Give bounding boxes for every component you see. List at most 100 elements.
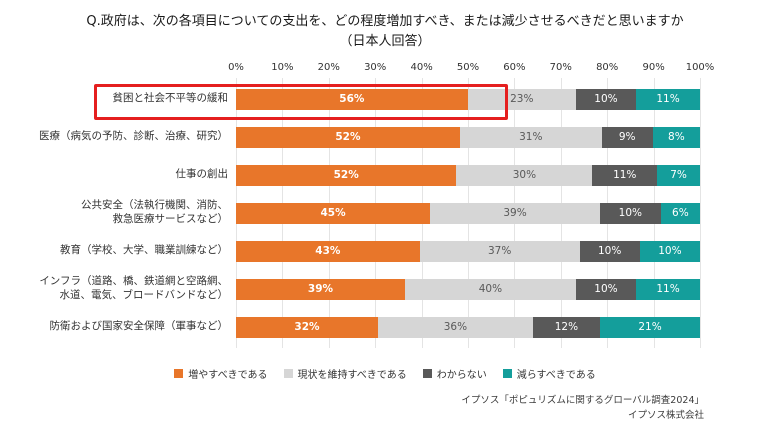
bar-value-label: 56% xyxy=(339,93,365,105)
bar-value-label: 11% xyxy=(656,93,680,105)
bar-value-label: 8% xyxy=(668,131,685,143)
bar-segment: 10% xyxy=(575,278,637,300)
bar-value-label: 37% xyxy=(487,245,512,257)
chart-title-line2: （日本人回答） xyxy=(339,33,431,49)
bar-segment: 37% xyxy=(419,240,580,262)
category-label-line: 防衛および国家安全保障（軍事など） xyxy=(49,320,229,333)
category-label: 仕事の創出 xyxy=(0,168,236,182)
bar-segment: 23% xyxy=(467,88,576,110)
legend-swatch xyxy=(502,369,512,378)
bar-value-label: 10% xyxy=(597,245,622,257)
bar-segment: 30% xyxy=(456,164,593,186)
bar-segment: 11% xyxy=(636,88,701,110)
axis-tick: 40% xyxy=(410,62,433,73)
chart-row: 公共安全（法執行機関、消防、 救急医療サービスなど） 45% 39% 10% 6% xyxy=(0,194,770,232)
chart-row: 防衛および国家安全保障（軍事など） 32% 36% 12% 21% xyxy=(0,308,770,346)
bar-value-label: 6% xyxy=(672,207,689,219)
bar-segment: 12% xyxy=(532,316,600,338)
bar-value-label: 9% xyxy=(618,131,636,143)
axis-tick: 30% xyxy=(364,62,387,73)
axis-tick: 100% xyxy=(685,62,715,73)
category-label: 医療（病気の予防、診断、治療、研究） xyxy=(0,130,236,144)
bar-segment: 21% xyxy=(599,316,701,338)
legend-label: 減らすべきである xyxy=(516,370,596,381)
chart-row: 教育（学校、大学、職業訓練など） 43% 37% 10% 10% xyxy=(0,232,770,270)
legend-label: わからない xyxy=(436,370,487,381)
category-label: 公共安全（法執行機関、消防、 救急医療サービスなど） xyxy=(0,199,236,226)
bar-segment: 11% xyxy=(592,164,658,186)
chart-row: 貧困と社会不平等の緩和 56% 23% 10% 11% xyxy=(0,80,770,118)
bar-value-label: 7% xyxy=(670,169,687,181)
bar-track: 32% 36% 12% 21% xyxy=(236,316,701,338)
bar-track: 56% 23% 10% 11% xyxy=(236,88,701,110)
bar-value-label: 10% xyxy=(658,245,682,257)
chart-title-line1: Q.政府は、次の各項目についての支出を、どの程度増加すべき、または減少させるべき… xyxy=(86,14,684,29)
bar-segment: 32% xyxy=(236,316,378,338)
axis-tick: 20% xyxy=(317,62,340,73)
category-label-line: 医療（病気の予防、診断、治療、研究） xyxy=(39,130,228,143)
legend-item: 現状を維持すべきである xyxy=(283,366,407,381)
category-label-line: 公共安全（法執行機関、消防、 xyxy=(81,199,228,212)
chart-row: 医療（病気の予防、診断、治療、研究） 52% 31% 9% 8% xyxy=(0,118,770,156)
bar-segment: 39% xyxy=(430,202,600,224)
bar-segment: 9% xyxy=(601,126,653,148)
bar-segment: 45% xyxy=(236,202,431,224)
chart-title: Q.政府は、次の各項目についての支出を、どの程度増加すべき、または減少させるべき… xyxy=(0,12,770,51)
bar-value-label: 21% xyxy=(638,321,662,333)
legend-item: 増やすべきである xyxy=(174,366,268,381)
category-label-line: 仕事の創出 xyxy=(175,168,229,181)
bar-segment: 31% xyxy=(459,126,602,148)
bar-value-label: 10% xyxy=(594,283,618,295)
bar-value-label: 10% xyxy=(594,93,618,105)
bar-value-label: 36% xyxy=(443,321,468,333)
bar-segment: 10% xyxy=(639,240,701,262)
bar-track: 45% 39% 10% 6% xyxy=(236,202,700,224)
bar-value-label: 43% xyxy=(315,245,341,257)
rows: 貧困と社会不平等の緩和 56% 23% 10% 11% 医療（病気の予防、診断、治療、研究… xyxy=(0,80,770,346)
bar-segment: 10% xyxy=(579,240,640,262)
category-label: 貧困と社会不平等の緩和 xyxy=(0,92,236,106)
axis-tick: 0% xyxy=(228,62,244,73)
bar-segment: 10% xyxy=(575,88,637,110)
legend: 増やすべきである 現状を維持すべきである わからない 減らすべきである xyxy=(0,366,770,381)
bar-value-label: 32% xyxy=(294,321,320,333)
bar-value-label: 11% xyxy=(613,169,637,181)
category-label: インフラ（道路、橋、鉄道網と空路網、 水道、電気、ブロードバンドなど） xyxy=(0,275,236,302)
axis-tick: 90% xyxy=(642,62,665,73)
bar-segment: 40% xyxy=(404,278,576,300)
legend-swatch xyxy=(283,369,293,378)
chart-row: インフラ（道路、橋、鉄道網と空路網、 水道、電気、ブロードバンドなど） 39% 40%… xyxy=(0,270,770,308)
bar-segment: 39% xyxy=(236,278,405,300)
axis-tick: 70% xyxy=(549,62,572,73)
bar-value-label: 40% xyxy=(478,283,503,295)
bar-value-label: 31% xyxy=(519,131,543,143)
category-label-line: 水道、電気、ブロードバンドなど） xyxy=(59,289,228,301)
axis-tick: 60% xyxy=(503,62,526,73)
bar-value-label: 52% xyxy=(333,169,359,181)
axis-tick: 50% xyxy=(456,62,480,73)
source-note: イプソス「ポピュリズムに関するグローバル調査2024」 イプソス株式会社 xyxy=(461,394,704,423)
bar-segment: 11% xyxy=(636,278,701,300)
category-label-line: 教育（学校、大学、職業訓練など） xyxy=(60,244,228,257)
bar-segment: 36% xyxy=(378,316,533,338)
bar-value-label: 10% xyxy=(618,207,642,219)
bar-segment: 52% xyxy=(236,126,460,148)
bar-value-label: 39% xyxy=(307,283,334,295)
legend-swatch xyxy=(174,369,184,378)
bar-value-label: 45% xyxy=(320,207,346,219)
bar-track: 43% 37% 10% 10% xyxy=(236,240,701,262)
category-label-line: 救急医療サービスなど） xyxy=(112,213,229,225)
category-label-line: インフラ（道路、橋、鉄道網と空路網、 xyxy=(39,275,228,288)
source-line1: イプソス「ポピュリズムに関するグローバル調査2024」 xyxy=(461,395,704,406)
bar-track: 52% 30% 11% 7% xyxy=(236,164,701,186)
axis-tick: 80% xyxy=(596,62,619,73)
legend-item: 減らすべきである xyxy=(502,366,596,381)
bar-segment: 8% xyxy=(652,126,700,148)
chart-row: 仕事の創出 52% 30% 11% 7% xyxy=(0,156,770,194)
bar-track: 52% 31% 9% 8% xyxy=(236,126,700,148)
bar-segment: 52% xyxy=(236,164,457,186)
legend-swatch xyxy=(422,369,432,378)
source-line2: イプソス株式会社 xyxy=(627,409,704,421)
bar-value-label: 12% xyxy=(554,321,579,333)
bar-value-label: 11% xyxy=(656,283,680,295)
